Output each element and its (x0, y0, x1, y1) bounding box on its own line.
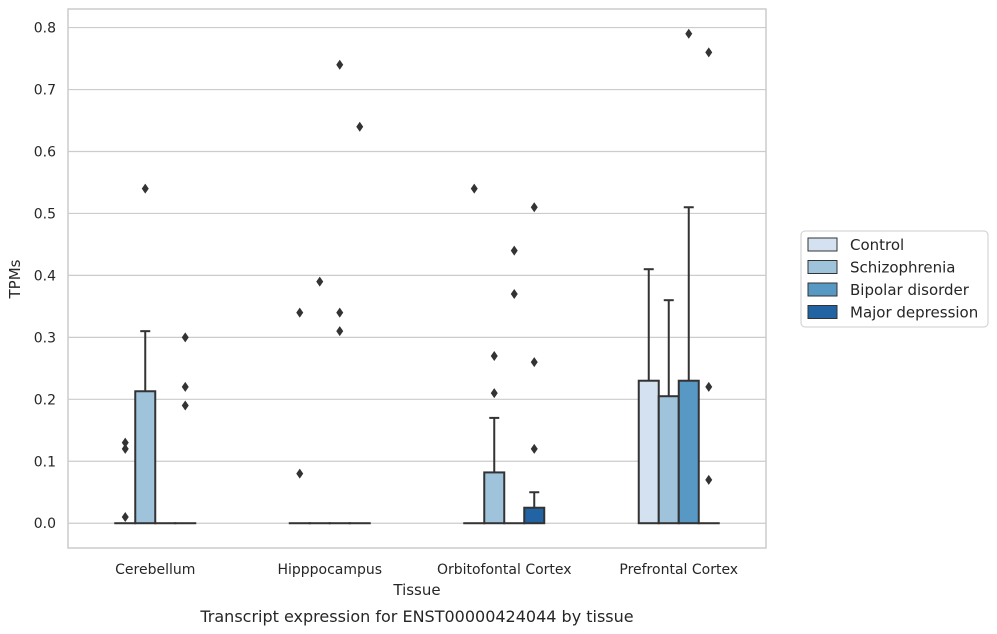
y-tick-label: 0.1 (34, 454, 56, 470)
x-axis-label: Tissue (392, 581, 440, 599)
x-tick-label: Cerebellum (115, 562, 195, 578)
x-tick-label: Prefrontal Cortex (619, 562, 738, 578)
outlier-point (705, 474, 713, 485)
legend: Control Schizophrenia Bipolar disorder Majo… (800, 230, 989, 328)
outlier-point (181, 400, 189, 411)
outlier-point (336, 326, 344, 337)
bar (134, 390, 157, 525)
y-tick-label: 0.6 (34, 144, 56, 160)
outlier-point (490, 388, 498, 399)
plot-frame (67, 8, 767, 549)
outlier-point (685, 28, 693, 39)
y-tick-label: 0.7 (34, 83, 56, 99)
chart-caption: Transcript expression for ENST0000042404… (199, 607, 633, 626)
legend-label: Major depression (850, 304, 978, 322)
bar (677, 379, 700, 525)
outlier-point (356, 121, 364, 132)
legend-label: Bipolar disorder (850, 281, 970, 299)
bar (637, 379, 660, 525)
bars-layer (114, 379, 720, 525)
outlier-point (336, 59, 344, 70)
outlier-point (296, 468, 304, 479)
outlier-point (530, 202, 538, 213)
outlier-point (470, 183, 478, 194)
outlier-point (296, 307, 304, 318)
outlier-point (705, 47, 713, 58)
legend-swatch (807, 237, 838, 252)
x-tick-labels: Cerebellum Hipppocampus Orbitofontal Corte… (115, 562, 738, 578)
y-tick-label: 0.5 (34, 206, 56, 222)
outliers-layer (121, 28, 713, 523)
outlier-point (181, 332, 189, 343)
outlier-point (121, 443, 129, 454)
y-tick-label: 0.0 (34, 516, 56, 532)
outlier-point (336, 307, 344, 318)
error-bars-layer (140, 206, 694, 508)
outlier-point (141, 183, 149, 194)
outlier-point (530, 357, 538, 368)
x-tick-label: Hipppocampus (277, 562, 382, 578)
outlier-point (510, 288, 518, 299)
x-tick-label: Orbitofontal Cortex (437, 562, 572, 578)
y-tick-labels: 0.0 0.1 0.2 0.3 0.4 0.5 0.6 0.7 0.8 (34, 21, 56, 533)
outlier-point (705, 381, 713, 392)
outlier-point (121, 512, 129, 523)
outlier-point (510, 245, 518, 256)
bar (483, 471, 506, 525)
legend-swatch (807, 305, 838, 319)
legend-swatch (807, 282, 838, 297)
outlier-point (490, 350, 498, 361)
y-tick-label: 0.8 (34, 21, 56, 37)
legend-swatch (807, 260, 838, 274)
y-tick-label: 0.3 (34, 330, 56, 346)
y-axis-label: TPMs (6, 259, 24, 299)
bar (523, 506, 546, 525)
legend-label: Schizophrenia (850, 259, 955, 277)
y-tick-label: 0.4 (34, 268, 56, 284)
y-tick-label: 0.2 (34, 392, 56, 408)
legend-label: Control (850, 236, 904, 254)
bar (657, 395, 680, 525)
outlier-point (530, 443, 538, 454)
outlier-point (181, 381, 189, 392)
outlier-point (121, 437, 129, 448)
legend-frame (800, 230, 989, 328)
outlier-point (316, 276, 324, 287)
